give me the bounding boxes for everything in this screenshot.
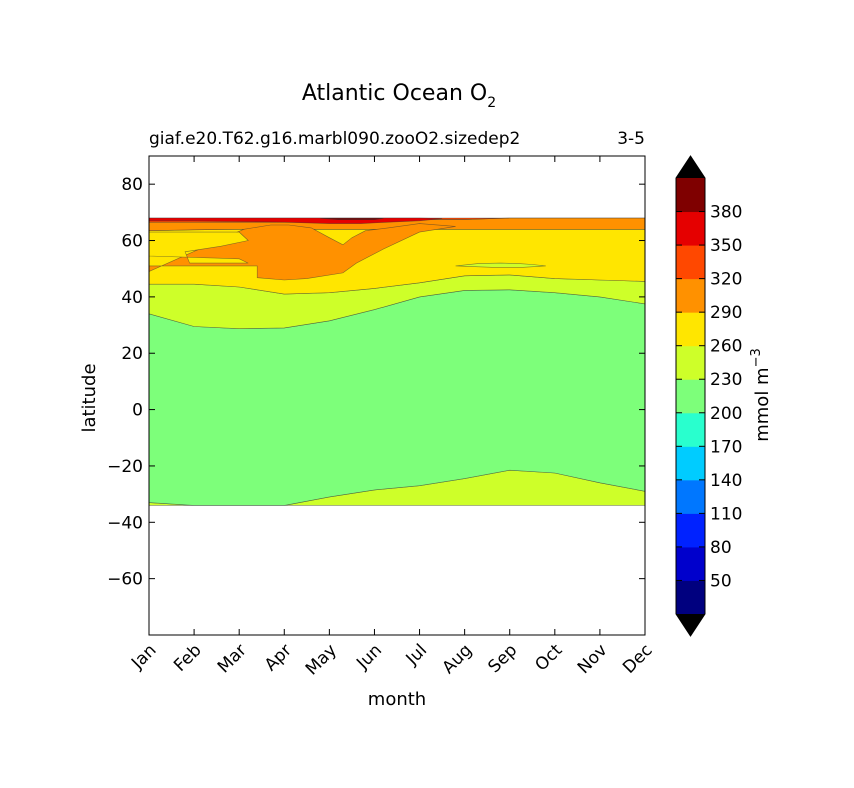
x-tick-label: Dec (619, 640, 656, 677)
colorbar-label-superscript: −3 (749, 348, 764, 367)
y-tick-label: −20 (107, 457, 143, 477)
plot-frame (148, 155, 646, 636)
colorbar-segment (676, 245, 705, 280)
colorbar-tick-label: 110 (710, 504, 742, 524)
chart-subtitle-right: 3-5 (617, 129, 645, 149)
colorbar-tick-label: 350 (710, 236, 742, 256)
colorbar-segment (676, 379, 705, 414)
y-tick-label: −40 (107, 513, 143, 533)
x-tick-label: Jan (127, 640, 160, 673)
colorbar-tick-label: 290 (710, 303, 742, 323)
y-tick-label: 20 (121, 344, 143, 364)
colorbar: 50 80 110 140 170 200 230 260 290 320 350 380 (675, 155, 742, 637)
colorbar-tick-label: 320 (710, 270, 742, 290)
x-tick-label: May (302, 640, 341, 679)
y-tick-label: 80 (121, 175, 143, 195)
y-tick-label: 0 (132, 401, 143, 421)
colorbar-extend-over (676, 156, 705, 178)
contour-region-green-patch-230-260 (455, 262, 546, 268)
y-axis: 80 60 40 20 0 −20 −40 −60 (107, 175, 645, 590)
colorbar-segment (676, 479, 705, 514)
colorbar-segment (676, 278, 705, 313)
x-tick-label: Sep (484, 640, 521, 677)
colorbar-segment (676, 178, 705, 213)
colorbar-tick-label: 50 (710, 571, 732, 591)
contour-fills (148, 217, 646, 506)
chart-title: Atlantic Ocean O2 (302, 81, 496, 111)
colorbar-tick-label: 140 (710, 471, 742, 491)
chart-title-subscript: 2 (487, 95, 496, 111)
x-tick-label: Feb (170, 640, 205, 675)
x-axis-label: month (368, 689, 426, 710)
colorbar-segment (676, 513, 705, 548)
contour-region-stripe-260-290-inside (148, 231, 249, 264)
colorbar-segment (676, 546, 705, 581)
colorbar-segment (676, 312, 705, 347)
colorbar-tick-label: 80 (710, 538, 732, 558)
colorbar-tick-label: 200 (710, 404, 742, 424)
chart-subtitle-left: giaf.e20.T62.g16.marbl090.zooO2.sizedep2 (149, 129, 520, 149)
x-tick-label: Jun (352, 640, 386, 674)
x-tick-label: Mar (214, 640, 251, 677)
contour-region-max-380-410 (320, 218, 384, 220)
colorbar-segment (676, 412, 705, 447)
colorbar-extend-under (676, 614, 705, 636)
colorbar-segment (676, 345, 705, 380)
colorbar-tick-label: 230 (710, 370, 742, 390)
x-tick-label: Aug (439, 640, 477, 678)
x-tick-label: Apr (261, 640, 296, 675)
y-tick-label: −60 (107, 570, 143, 590)
y-axis-label: latitude (79, 363, 100, 432)
y-tick-label: 40 (121, 288, 143, 308)
colorbar-tick-label: 170 (710, 437, 742, 457)
colorbar-tick-label: 260 (710, 337, 742, 357)
colorbar-outline (675, 155, 706, 637)
colorbar-tick-label: 380 (710, 203, 742, 223)
x-tick-label: Nov (574, 640, 612, 678)
x-tick-label: Oct (531, 640, 566, 675)
y-tick-label: 60 (121, 232, 143, 252)
colorbar-label: mmol m−3 (749, 348, 773, 442)
colorbar-segment (676, 446, 705, 481)
x-tick-label: Jul (402, 640, 431, 669)
colorbar-segment (676, 211, 705, 246)
colorbar-segment (676, 580, 705, 615)
